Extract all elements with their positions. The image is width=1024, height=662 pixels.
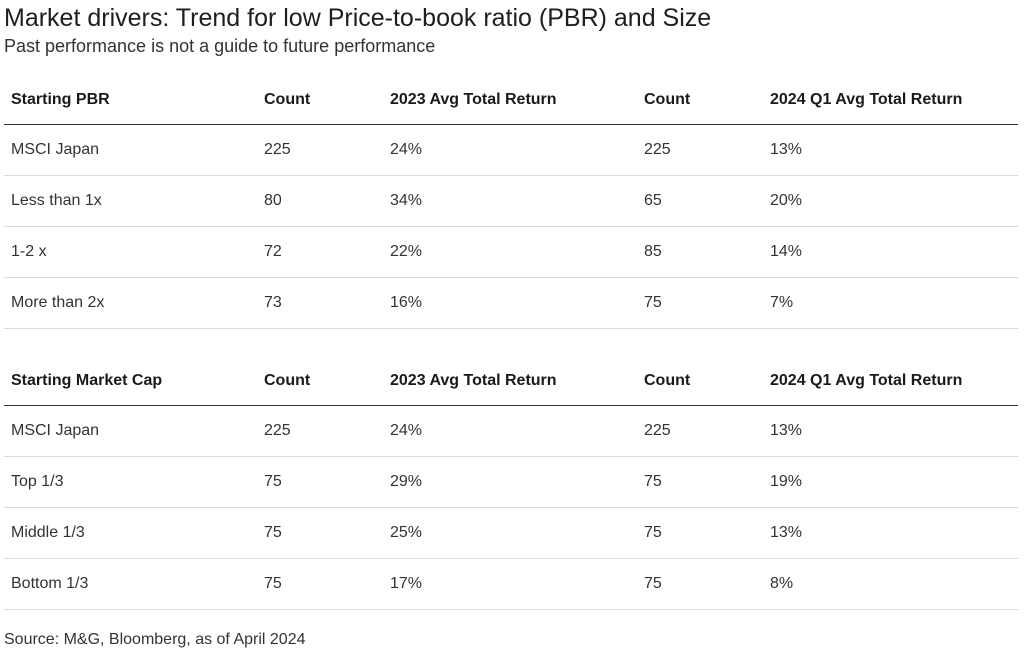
table-cell: 19% [763,456,1018,508]
chart-subtitle: Past performance is not a guide to futur… [4,36,436,56]
table-cell: 13% [763,124,1018,176]
table-cell: 34% [383,175,637,227]
table-cell: 22% [383,226,637,278]
table-cell: 29% [383,456,637,508]
table-cell: 13% [763,507,1018,559]
table-cell: 24% [383,405,637,457]
row-label: MSCI Japan [4,124,257,176]
table-cell: 65 [637,175,763,227]
column-header: 2023 Avg Total Return [383,76,637,125]
table-cell: 225 [637,124,763,176]
column-header: Count [257,357,383,406]
table-cell: 85 [637,226,763,278]
table-cell: 72 [257,226,383,278]
source-note: Source: M&G, Bloomberg, as of April 2024 [4,631,306,648]
table-row: Top 1/3 75 29% 75 19% [4,456,1018,508]
column-header: Count [637,76,763,125]
row-label: More than 2x [4,277,257,329]
table-cell: 13% [763,405,1018,457]
table-cell: 17% [383,558,637,610]
table-cell: 225 [637,405,763,457]
column-header: 2024 Q1 Avg Total Return [763,357,1018,406]
table-cell: 16% [383,277,637,329]
table-cell: 80 [257,175,383,227]
table-cell: 24% [383,124,637,176]
table-cell: 75 [637,456,763,508]
chart-title: Market drivers: Trend for low Price-to-b… [4,4,712,32]
table-header-row: Starting PBR Count 2023 Avg Total Return Co… [4,76,1018,125]
table-cell: 8% [763,558,1018,610]
table-cell: 20% [763,175,1018,227]
table-cell: 75 [637,507,763,559]
table-cell: 75 [257,507,383,559]
table-cell: 7% [763,277,1018,329]
table-row: 1-2 x 72 22% 85 14% [4,226,1018,278]
table-row: Middle 1/3 75 25% 75 13% [4,507,1018,559]
table-cell: 225 [257,405,383,457]
column-header: Starting PBR [4,76,257,125]
column-header: Count [637,357,763,406]
column-header: Count [257,76,383,125]
row-label: Top 1/3 [4,456,257,508]
row-label: MSCI Japan [4,405,257,457]
row-label: Bottom 1/3 [4,558,257,610]
table-cell: 73 [257,277,383,329]
table-row: MSCI Japan 225 24% 225 13% [4,405,1018,457]
row-label: 1-2 x [4,226,257,278]
market-cap-table: Starting Market Cap Count 2023 Avg Total R… [4,357,1018,610]
table-cell: 225 [257,124,383,176]
column-header: 2024 Q1 Avg Total Return [763,76,1018,125]
table-cell: 25% [383,507,637,559]
table-cell: 14% [763,226,1018,278]
table-row: More than 2x 73 16% 75 7% [4,277,1018,329]
pbr-table: Starting PBR Count 2023 Avg Total Return Co… [4,76,1018,329]
column-header: 2023 Avg Total Return [383,357,637,406]
table-row: MSCI Japan 225 24% 225 13% [4,124,1018,176]
table-cell: 75 [637,558,763,610]
table-cell: 75 [257,558,383,610]
row-label: Less than 1x [4,175,257,227]
column-header: Starting Market Cap [4,357,257,406]
table-cell: 75 [257,456,383,508]
row-label: Middle 1/3 [4,507,257,559]
table-row: Bottom 1/3 75 17% 75 8% [4,558,1018,610]
table-header-row: Starting Market Cap Count 2023 Avg Total R… [4,357,1018,406]
table-row: Less than 1x 80 34% 65 20% [4,175,1018,227]
table-cell: 75 [637,277,763,329]
